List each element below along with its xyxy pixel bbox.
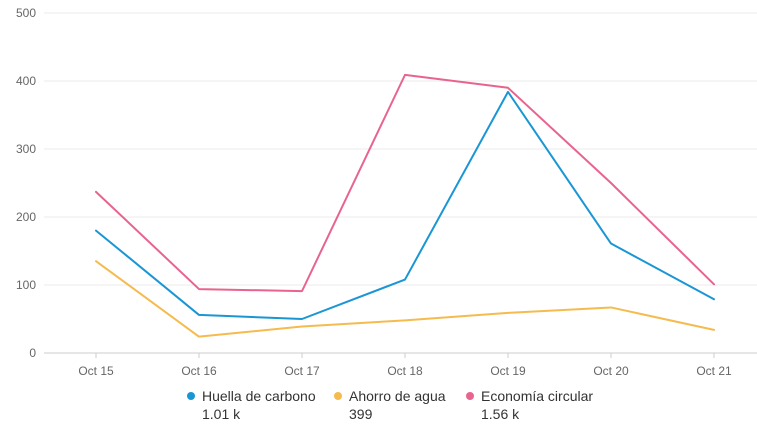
legend-dot-icon bbox=[334, 392, 342, 400]
legend-total: 1.01 k bbox=[202, 406, 241, 422]
legend-total: 1.56 k bbox=[481, 406, 520, 422]
legend-label: Economía circular bbox=[481, 388, 594, 404]
series-line-huella-de-carbono bbox=[95, 90, 715, 320]
legend-item-ahorro-de-agua[interactable]: Ahorro de agua 399 bbox=[334, 387, 446, 423]
legend-label: Huella de carbono bbox=[202, 388, 316, 404]
x-tick-label: Oct 16 bbox=[181, 364, 217, 378]
series-line-economia-circular bbox=[95, 73, 715, 293]
legend-item-economia-circular[interactable]: Economía circular 1.56 k bbox=[466, 387, 593, 423]
legend-total: 399 bbox=[349, 406, 373, 422]
series-lines bbox=[95, 73, 715, 338]
x-tick-label: Oct 21 bbox=[696, 364, 732, 378]
x-tick-label: Oct 17 bbox=[284, 364, 320, 378]
x-tick-label: Oct 15 bbox=[78, 364, 114, 378]
x-tick-label: Oct 18 bbox=[387, 364, 423, 378]
legend-item-huella-de-carbono[interactable]: Huella de carbono 1.01 k bbox=[187, 387, 316, 423]
y-tick-label: 500 bbox=[16, 6, 36, 20]
y-axis: 0 100 200 300 400 500 bbox=[16, 6, 36, 360]
x-tick-label: Oct 19 bbox=[490, 364, 526, 378]
y-tick-label: 100 bbox=[16, 278, 36, 292]
grid-lines bbox=[44, 12, 757, 286]
x-axis: Oct 15 Oct 16 Oct 17 Oct 18 Oct 19 Oct 20 Oct … bbox=[44, 352, 757, 378]
y-tick-label: 200 bbox=[16, 210, 36, 224]
y-tick-label: 400 bbox=[16, 74, 36, 88]
legend-dot-icon bbox=[466, 392, 474, 400]
y-tick-label: 300 bbox=[16, 142, 36, 156]
legend-label: Ahorro de agua bbox=[349, 388, 446, 404]
x-tick-label: Oct 20 bbox=[593, 364, 629, 378]
series-line-ahorro-de-agua bbox=[95, 260, 715, 338]
legend-dot-icon bbox=[187, 392, 195, 400]
legend: Huella de carbono 1.01 k Ahorro de agua … bbox=[0, 387, 757, 427]
y-tick-label: 0 bbox=[29, 346, 36, 360]
